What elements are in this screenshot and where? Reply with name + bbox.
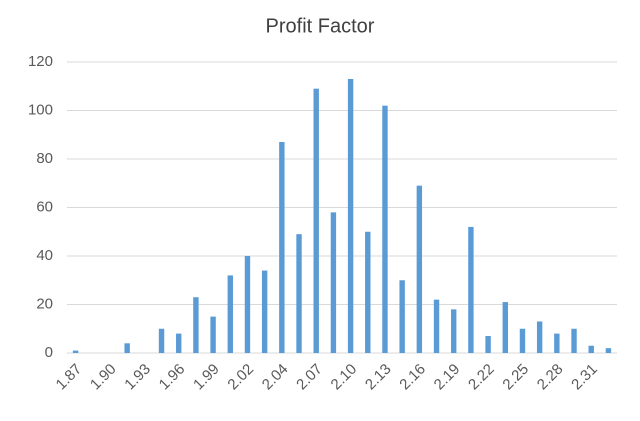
bar (296, 234, 302, 353)
bar (433, 299, 440, 353)
bar (227, 275, 233, 353)
bar (588, 345, 594, 353)
y-tick-label: 80 (36, 150, 53, 167)
bar (416, 185, 423, 353)
bar (554, 333, 560, 353)
bar (124, 343, 130, 353)
y-tick-label: 0 (45, 344, 53, 361)
bar (279, 142, 285, 353)
y-tick-label: 60 (36, 198, 53, 215)
bar (485, 336, 491, 353)
bar (519, 328, 526, 353)
bar (536, 321, 543, 353)
bar (451, 309, 457, 353)
bar (193, 297, 199, 353)
bar (72, 350, 79, 353)
bar (468, 226, 474, 353)
bar (382, 105, 388, 354)
y-tick-label: 20 (36, 295, 53, 312)
bar (502, 302, 508, 353)
bar (244, 256, 251, 353)
bar (261, 270, 268, 353)
bar (210, 316, 216, 353)
y-tick-label: 100 (28, 101, 53, 118)
bar (365, 231, 371, 353)
bar (176, 333, 182, 353)
bar (571, 328, 577, 353)
bar (330, 212, 337, 353)
y-tick-label: 40 (36, 247, 53, 264)
chart-title: Profit Factor (266, 15, 375, 37)
bar (158, 328, 165, 353)
bar (605, 348, 612, 353)
bar (347, 78, 354, 353)
bar (313, 88, 319, 354)
bar (399, 280, 405, 353)
y-tick-label: 120 (28, 53, 53, 70)
